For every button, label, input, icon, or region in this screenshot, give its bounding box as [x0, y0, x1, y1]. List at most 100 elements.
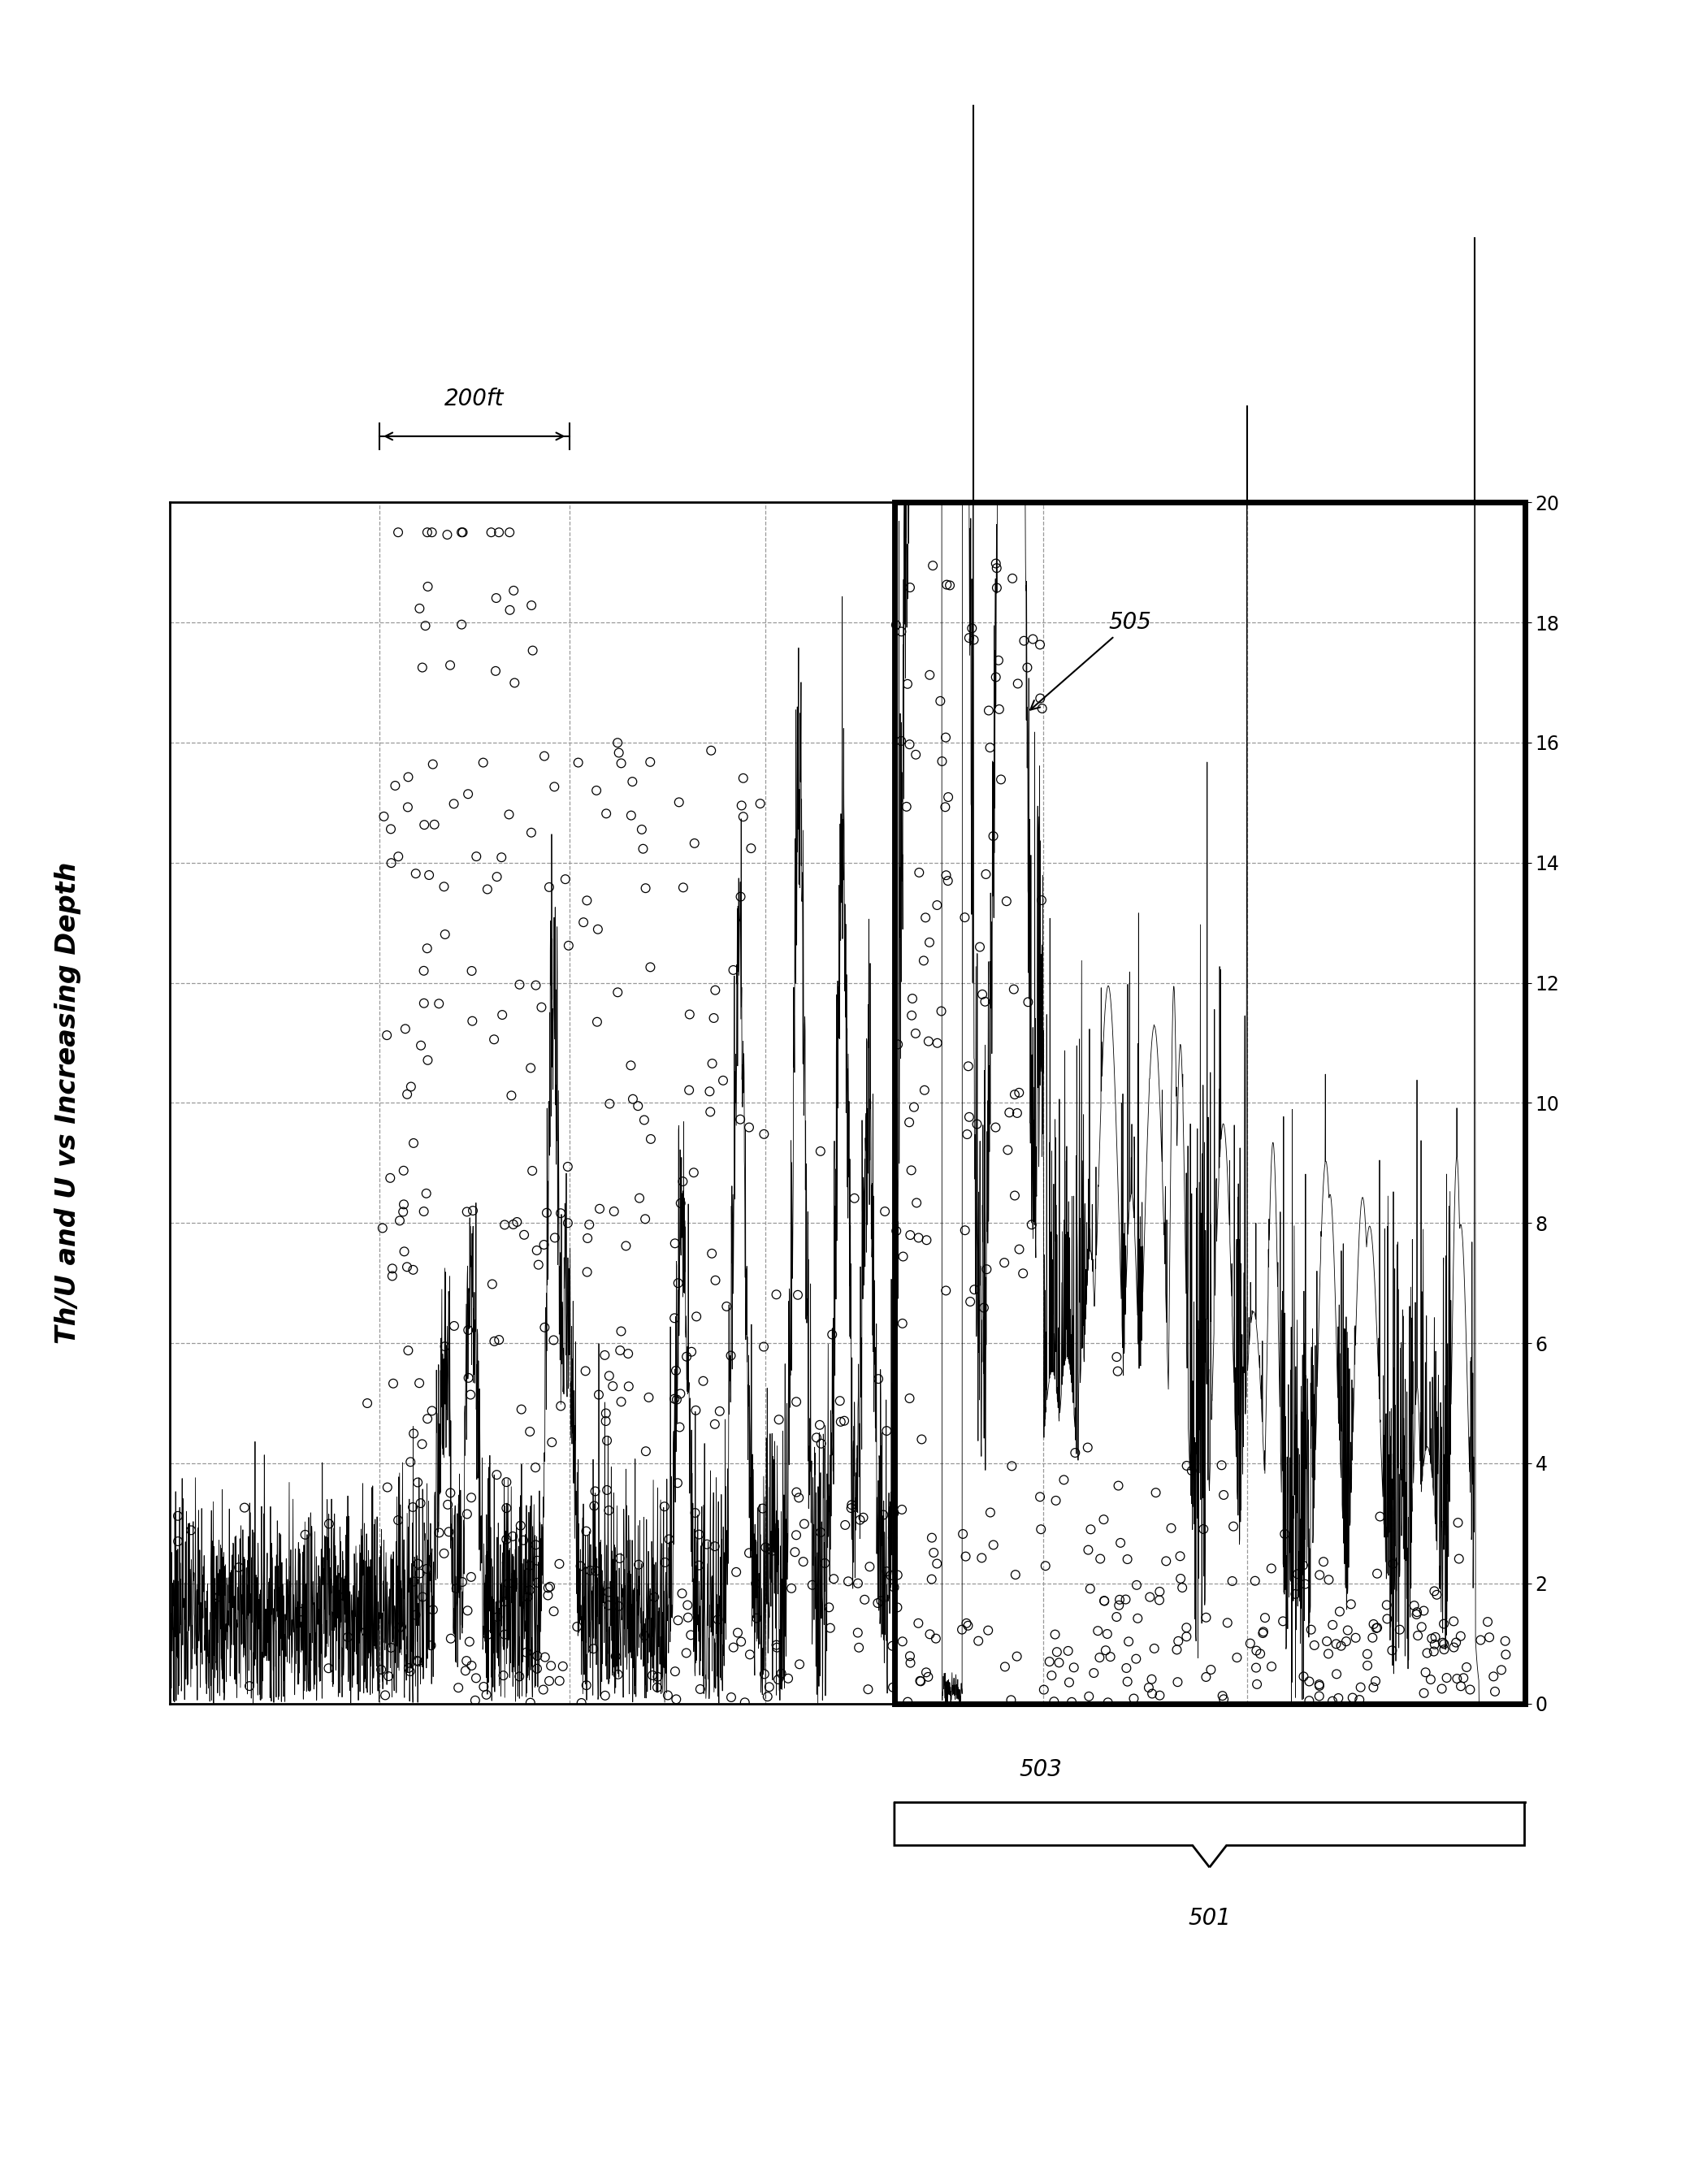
Point: [1315, 1636, 1342, 1671]
Point: [871, 1195, 898, 1230]
Point: [508, 1391, 535, 1426]
Point: [535, 1570, 562, 1605]
Point: [1086, 1640, 1113, 1675]
Point: [955, 1099, 983, 1133]
Point: [507, 1509, 534, 1544]
Point: [501, 666, 529, 701]
Point: [483, 653, 510, 688]
Point: [437, 1621, 464, 1655]
Point: [896, 1105, 923, 1140]
Point: [454, 1195, 481, 1230]
Point: [417, 1627, 444, 1662]
Point: [1323, 1658, 1350, 1693]
Point: [1354, 1649, 1381, 1684]
Point: [395, 1651, 422, 1686]
Point: [701, 1406, 728, 1441]
Point: [1027, 627, 1054, 662]
Point: [567, 1686, 595, 1721]
Point: [481, 1022, 508, 1057]
Point: [1001, 1557, 1028, 1592]
Point: [534, 1577, 561, 1612]
Point: [1218, 1564, 1245, 1599]
Point: [486, 1321, 513, 1356]
Point: [407, 592, 434, 627]
Point: [1045, 1645, 1072, 1679]
Point: [750, 1330, 778, 1365]
Point: [164, 1498, 191, 1533]
Point: [625, 1182, 652, 1216]
Point: [1403, 1594, 1430, 1629]
Point: [717, 1339, 744, 1374]
Point: [456, 1361, 483, 1396]
Point: [1338, 1679, 1365, 1714]
Point: [530, 738, 557, 773]
Point: [593, 1424, 620, 1459]
Point: [1125, 1601, 1152, 1636]
Point: [379, 1251, 407, 1286]
Point: [573, 882, 600, 917]
Point: [898, 1153, 925, 1188]
Point: [800, 1568, 827, 1603]
Point: [969, 1540, 996, 1575]
Point: [766, 1402, 793, 1437]
Point: [525, 1247, 552, 1282]
Point: [698, 734, 725, 769]
Point: [881, 1496, 908, 1531]
Point: [488, 841, 515, 876]
Point: [535, 869, 562, 904]
Point: [928, 745, 955, 780]
Point: [408, 1579, 435, 1614]
Point: [457, 1481, 484, 1516]
Point: [1423, 1577, 1450, 1612]
Point: [454, 1592, 481, 1627]
Point: [1135, 1671, 1162, 1706]
Point: [737, 830, 764, 865]
Point: [806, 1516, 833, 1551]
Point: [632, 1201, 659, 1236]
Point: [1374, 1601, 1401, 1636]
Point: [407, 1485, 434, 1520]
Point: [1028, 690, 1055, 725]
Point: [371, 799, 398, 834]
Point: [405, 1465, 432, 1500]
Point: [1335, 1612, 1362, 1647]
Point: [608, 1385, 635, 1420]
Point: [1018, 1208, 1045, 1243]
Point: [396, 1653, 424, 1688]
Point: [1179, 1452, 1206, 1487]
Point: [955, 620, 983, 655]
Point: [1291, 1566, 1318, 1601]
Point: [1259, 1649, 1286, 1684]
Point: [1328, 1629, 1355, 1664]
Point: [483, 1457, 510, 1492]
Point: [903, 738, 930, 773]
Point: [1342, 1621, 1369, 1655]
Point: [901, 1016, 928, 1051]
Point: [507, 1660, 534, 1695]
Point: [554, 1149, 581, 1184]
Point: [664, 1603, 691, 1638]
Point: [507, 968, 534, 1002]
Point: [1027, 1511, 1054, 1546]
Point: [632, 1433, 659, 1468]
Point: [413, 1042, 440, 1077]
Point: [844, 1616, 871, 1651]
Point: [1115, 1625, 1142, 1660]
Point: [498, 1079, 525, 1114]
Point: [615, 1337, 642, 1372]
Point: [1492, 1623, 1520, 1658]
Point: [808, 1426, 835, 1461]
Point: [1013, 651, 1040, 686]
Point: [662, 1682, 689, 1717]
Point: [440, 786, 468, 821]
Point: [540, 1594, 567, 1629]
Point: [510, 1522, 537, 1557]
Point: [678, 1618, 705, 1653]
Point: [393, 1077, 420, 1112]
Point: [491, 1616, 518, 1651]
Point: [583, 773, 610, 808]
Point: [867, 1583, 894, 1618]
Point: [567, 1548, 595, 1583]
Point: [371, 1677, 398, 1712]
Point: [678, 1334, 705, 1369]
